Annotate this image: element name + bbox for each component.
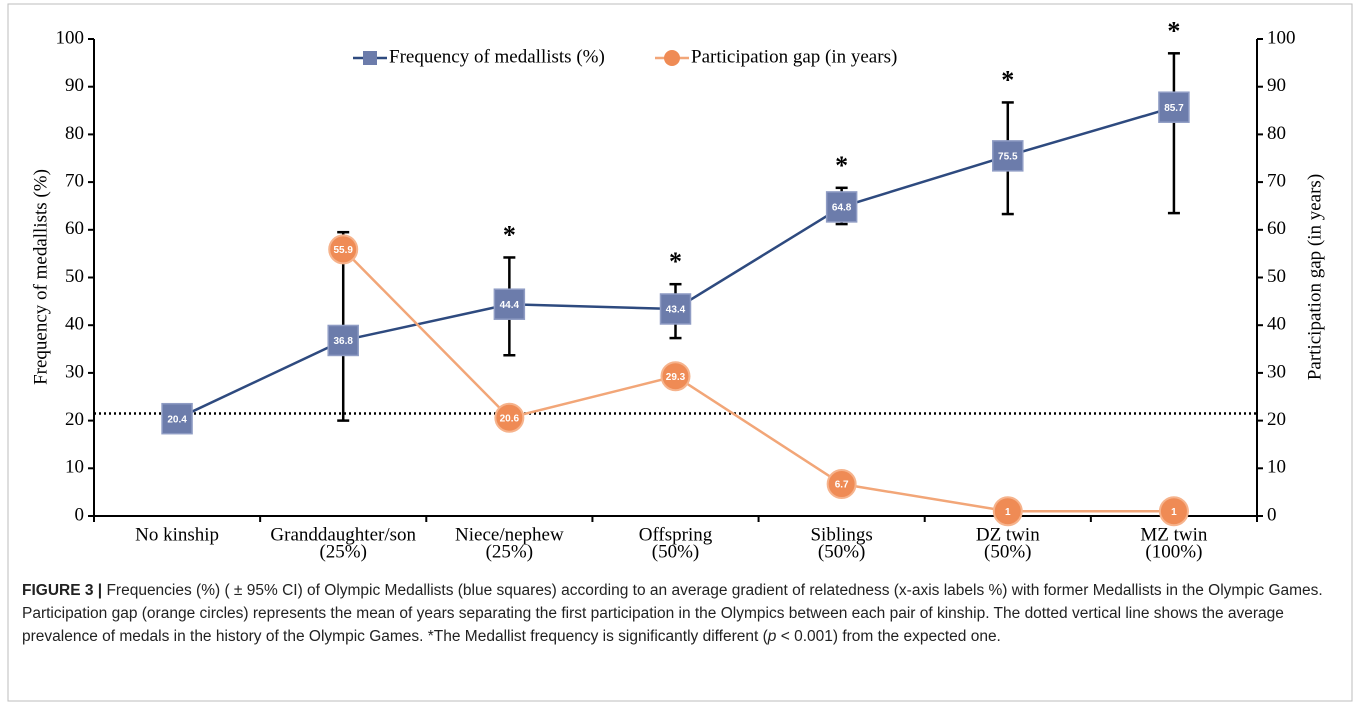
y-tick-label: 100 <box>56 27 85 48</box>
y2-tick-label: 50 <box>1267 266 1286 287</box>
legend-marker <box>664 50 680 66</box>
data-label: 43.4 <box>666 305 686 316</box>
caption: FIGURE 3 | Frequencies (%) ( ± 95% CI) o… <box>22 579 1340 648</box>
significance-mark: * <box>669 247 682 276</box>
y2-tick-label: 70 <box>1267 170 1286 191</box>
data-label: 29.3 <box>666 372 686 383</box>
y-tick-label: 30 <box>65 361 84 382</box>
data-label: 44.4 <box>500 300 520 311</box>
x-tick-label: Siblings <box>810 524 872 545</box>
data-label: 85.7 <box>1164 103 1184 114</box>
significance-mark: * <box>1001 65 1014 94</box>
caption-text: p <box>767 628 777 645</box>
y2-tick-label: 10 <box>1267 457 1286 478</box>
x-tick-label: (25%) <box>319 541 366 562</box>
circle-marker <box>660 361 691 392</box>
x-tick-label: Offspring <box>639 524 713 545</box>
circle-marker <box>826 469 857 500</box>
y2-tick-label: 0 <box>1267 504 1277 525</box>
circle-marker <box>328 234 359 265</box>
square-marker <box>992 140 1024 172</box>
x-tick-label: Granddaughter/son <box>270 524 416 545</box>
square-marker <box>493 288 526 320</box>
circle-marker <box>494 402 525 433</box>
y-tick-label: 50 <box>65 266 84 287</box>
legend-label: Participation gap (in years) <box>691 46 897 67</box>
y-tick-label: 90 <box>65 75 84 96</box>
data-label: 20.4 <box>167 414 187 425</box>
y2-tick-label: 100 <box>1267 27 1296 48</box>
data-label: 36.8 <box>333 336 353 347</box>
y2-tick-label: 20 <box>1267 409 1286 430</box>
data-label: 20.6 <box>500 413 520 424</box>
significance-mark: * <box>1167 16 1180 45</box>
y-tick-label: 40 <box>65 314 84 335</box>
x-tick-label: (50%) <box>818 541 865 562</box>
circle-marker <box>1158 496 1189 527</box>
y-axis-title: Frequency of medallists (%) <box>30 169 51 385</box>
legend-label: Frequency of medallists (%) <box>389 46 605 67</box>
caption-text: Frequencies (%) ( ± 95% CI) of Olympic M… <box>22 582 1323 645</box>
x-tick-label: DZ twin <box>976 524 1040 545</box>
caption-text: < 0.001) from the expected one. <box>776 628 1001 645</box>
y-tick-label: 60 <box>65 218 84 239</box>
significance-mark: * <box>835 151 848 180</box>
y2-tick-label: 60 <box>1267 218 1286 239</box>
data-label: 55.9 <box>333 245 353 256</box>
y2-tick-label: 80 <box>1267 123 1286 144</box>
y2-tick-label: 40 <box>1267 314 1286 335</box>
x-tick-label: MZ twin <box>1140 524 1208 545</box>
series-line <box>342 248 1174 513</box>
caption-label: FIGURE 3 | <box>22 582 103 599</box>
x-tick-label: Niece/nephew <box>455 524 564 545</box>
y2-axis-title: Participation gap (in years) <box>1304 174 1325 380</box>
square-marker <box>825 191 858 223</box>
square-marker <box>327 324 359 357</box>
data-label: 1 <box>1005 507 1011 518</box>
y2-tick-label: 30 <box>1267 361 1286 382</box>
square-marker <box>659 293 692 325</box>
circle-marker <box>992 496 1023 527</box>
x-tick-label: (50%) <box>984 541 1031 562</box>
data-label: 75.5 <box>998 152 1018 163</box>
x-tick-label: (100%) <box>1145 541 1202 562</box>
square-marker <box>161 402 193 435</box>
square-marker <box>1158 91 1190 123</box>
significance-mark: * <box>503 220 516 249</box>
x-tick-label: No kinship <box>135 524 219 545</box>
data-label: 1 <box>1171 507 1177 518</box>
y-tick-label: 20 <box>65 409 84 430</box>
y-tick-label: 10 <box>65 457 84 478</box>
y2-tick-label: 90 <box>1267 75 1286 96</box>
y-tick-label: 80 <box>65 123 84 144</box>
x-tick-label: (25%) <box>486 541 533 562</box>
figure-frame <box>7 3 1353 702</box>
legend-marker <box>363 51 377 65</box>
data-label: 64.8 <box>832 203 852 214</box>
data-label: 6.7 <box>835 480 849 491</box>
x-tick-label: (50%) <box>652 541 699 562</box>
y-tick-label: 0 <box>75 504 85 525</box>
y-tick-label: 70 <box>65 170 84 191</box>
